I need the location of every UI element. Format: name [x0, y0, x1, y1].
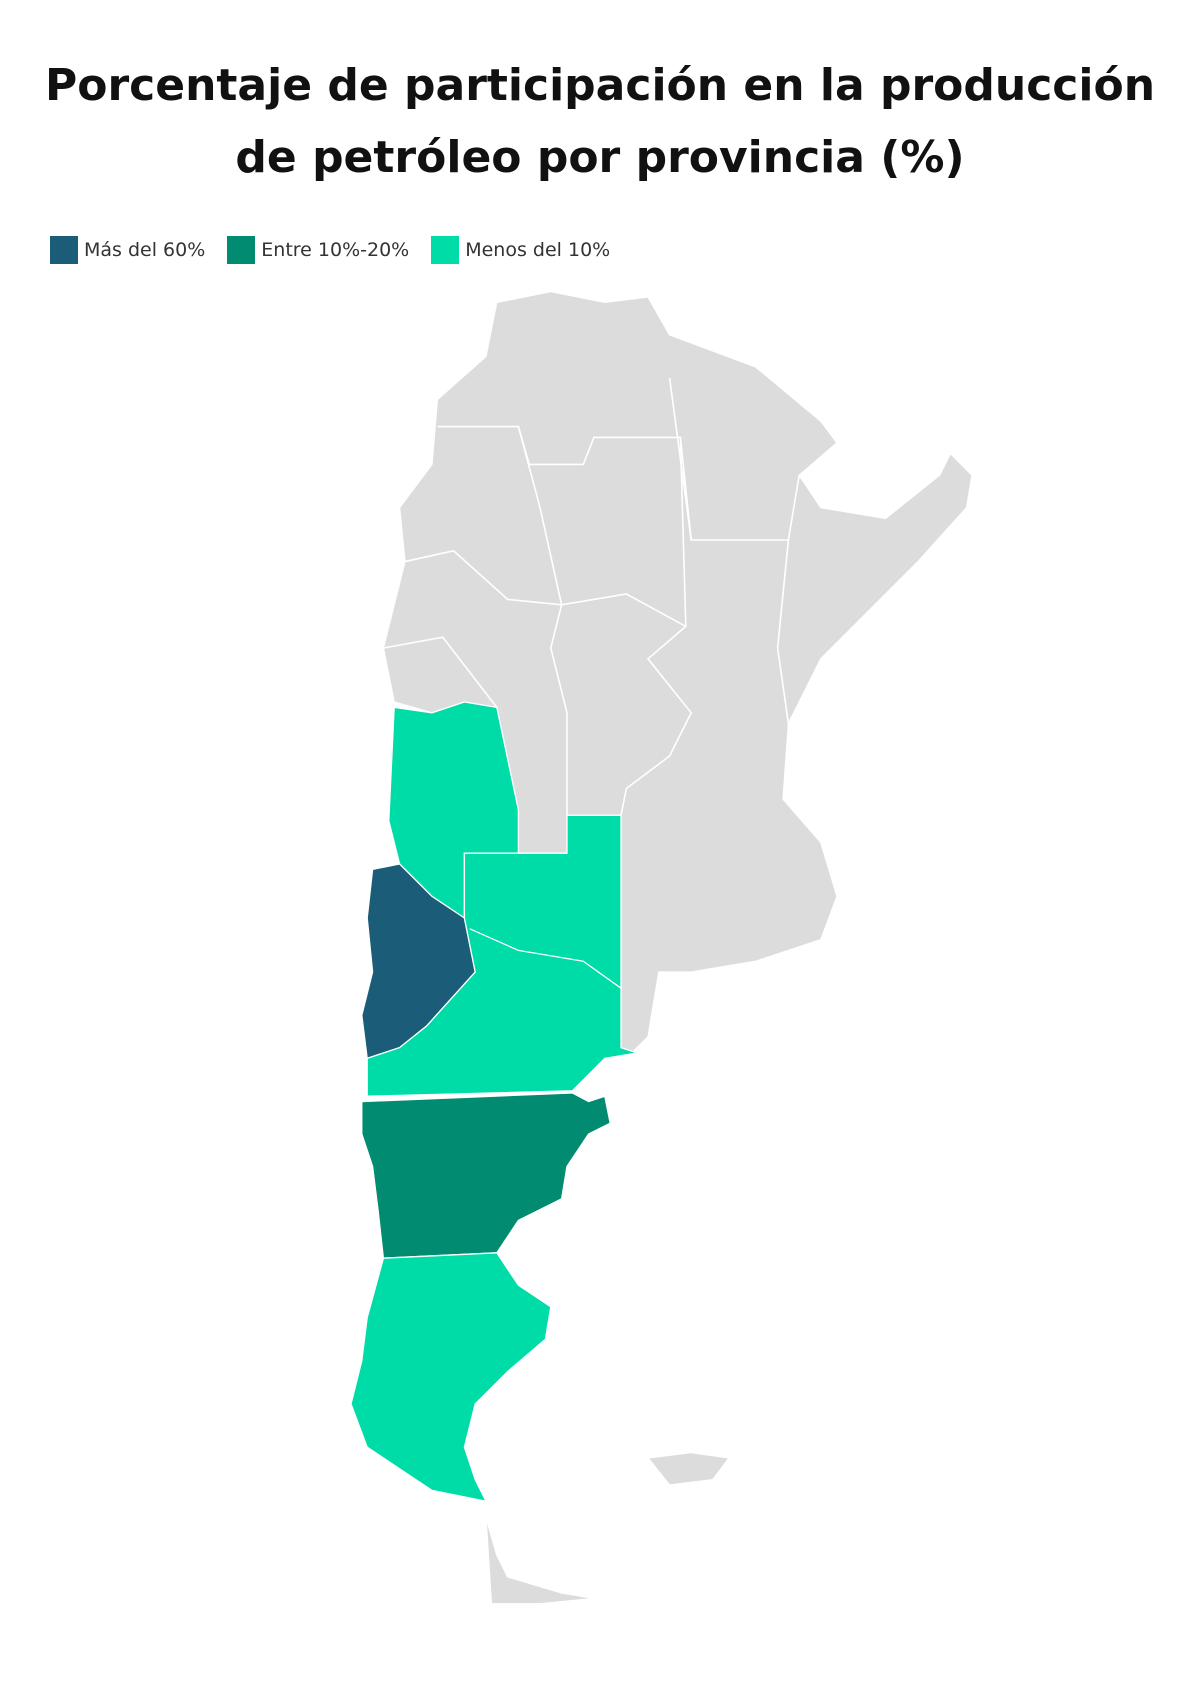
islands	[646, 1451, 731, 1486]
legend-item: Más del 60%	[50, 236, 205, 264]
province	[350, 1252, 552, 1503]
legend-label: Entre 10%-20%	[261, 239, 410, 261]
province	[366, 814, 638, 1097]
legend-swatch	[431, 236, 460, 264]
legend-label: Menos del 10%	[465, 239, 611, 261]
province-border	[469, 928, 622, 989]
province-south	[485, 1517, 595, 1605]
legend-item: Menos del 10%	[431, 236, 610, 264]
legend: Más del 60% Entre 10%-20% Menos del 10%	[50, 236, 610, 264]
legend-label: Más del 60%	[84, 239, 206, 261]
title: Porcentaje de participación en la produc…	[44, 60, 1156, 183]
legend-swatch	[227, 236, 256, 264]
province	[361, 1092, 611, 1259]
legend-swatch	[50, 236, 78, 264]
legend-item: Entre 10%-20%	[227, 236, 409, 264]
province-borders	[383, 377, 800, 816]
